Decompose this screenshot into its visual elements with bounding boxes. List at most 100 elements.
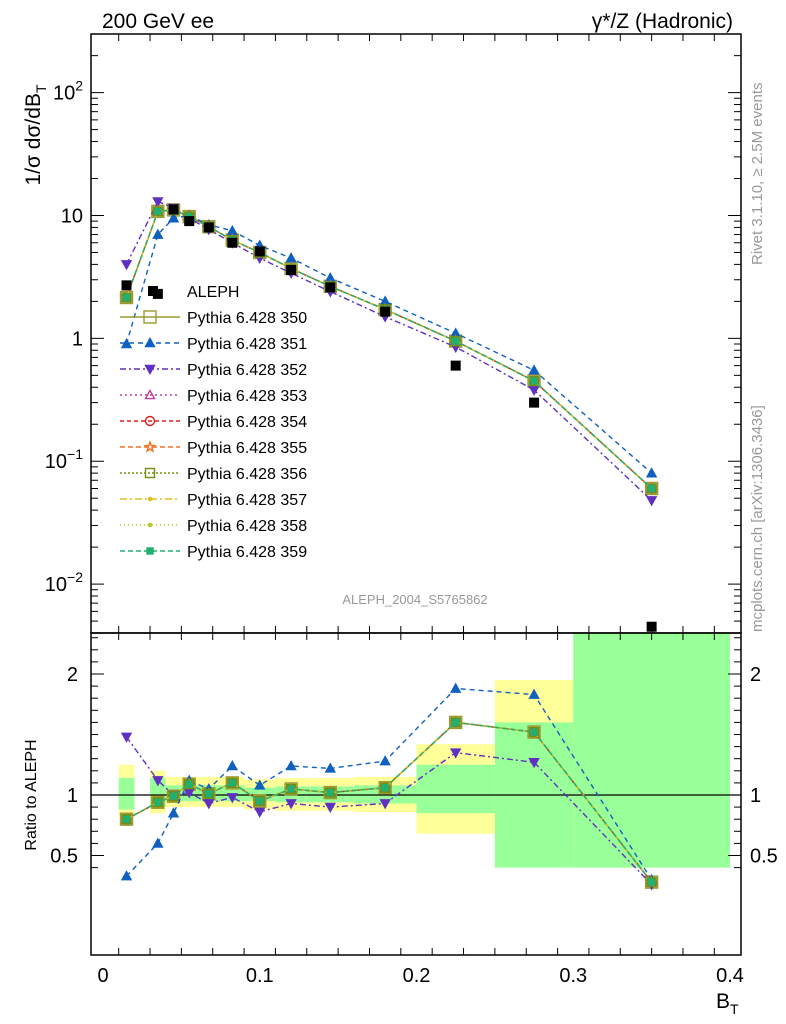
marker-shape [528,385,540,396]
marker-shape [646,876,657,888]
marker-shape [287,785,295,793]
ratio-point [169,792,178,800]
data-point [285,252,297,263]
marker-shape [120,732,133,743]
side-text-bottom: mcplots.cern.ch [arXiv:1306.3436] [749,405,766,632]
ratio-point [324,762,336,773]
legend-label: Pythia 6.428 358 [187,518,307,535]
legend-marker [144,337,156,348]
ratio-point [226,760,239,771]
ratio-y-tick-label-right: 1 [750,785,761,807]
marker-shape [647,484,656,493]
ratio-point [226,793,239,804]
analysis-watermark: ALEPH_2004_S5765862 [342,592,487,607]
ratio-point [168,791,179,802]
legend-entry-pythia-6.428-351: Pythia 6.428 351 [120,336,307,353]
marker-shape [144,364,156,375]
legend-marker [143,440,157,453]
marker-shape [152,197,164,208]
ratio-point [324,802,336,814]
marker-shape [168,791,179,802]
ratio-point [203,799,215,810]
main-y-tick-label: 10−1 [45,446,83,473]
ratio-point [120,732,133,743]
ratio-uncertainty-bands [118,633,730,868]
marker-shape [122,293,131,302]
marker-shape [530,377,538,385]
ratio-point [228,779,237,787]
ratio-point [254,779,266,790]
marker-shape [143,310,157,324]
ratio-y-axis-label: Ratio to ALEPH [23,739,40,850]
data-point [647,484,656,493]
tick-base: 10 [53,83,75,105]
marker-shape [645,496,658,507]
marker-shape [144,337,156,348]
main-panel-series [119,197,659,632]
marker-shape [530,728,538,736]
legend-label: Pythia 6.428 353 [187,388,307,405]
legend-entry-pythia-6.428-359: Pythia 6.428 359 [120,544,307,561]
legend-marker [144,467,156,479]
marker-shape [152,797,164,808]
marker-shape [449,748,462,759]
ratio-point [167,807,180,818]
marker-shape [205,790,213,798]
aleph-point [121,280,132,291]
marker-shape [144,389,156,400]
legend-entry-pythia-6.428-353: Pythia 6.428 353 [120,388,307,405]
legend: ALEPH Pythia 6.428 350 Pythia 6.428 351 Pyt… [120,284,307,561]
marker-shape [254,807,266,818]
ratio-point [203,788,215,799]
marker-shape [324,762,336,773]
marker-shape [285,760,297,771]
marker-shape [379,799,391,810]
ratio-point [120,870,133,881]
aleph-point [325,282,336,293]
x-tick-label: 0.4 [716,965,744,987]
marker-shape [326,788,334,797]
marker-shape [122,815,131,823]
x-axis-label: BT [716,990,739,1017]
marker-shape [226,760,239,771]
marker-shape [379,755,391,766]
marker-shape [120,870,133,881]
ratio-point [451,718,460,727]
ratio-point [647,878,656,886]
marker-shape [324,802,336,814]
legend-entry-pythia-6.428-356: Pythia 6.428 356 [120,466,307,483]
ratio-point [528,688,540,699]
legend-label: Pythia 6.428 356 [187,466,307,483]
aleph-point [450,360,461,371]
ratio-point [449,682,462,693]
data-point [154,207,162,216]
ratio-point [379,755,391,766]
marker-shape [120,260,133,271]
aleph-point [227,237,238,248]
data-point [120,260,133,271]
ratio-plot-area [91,682,741,891]
x-axis-label-text: B [716,990,730,1013]
ratio-point [285,799,297,810]
tick-base: 10 [45,451,67,473]
data-point [152,228,164,239]
legend-marker [144,364,156,375]
x-axis-label-sub: T [730,1001,739,1017]
marker-shape [528,758,540,769]
data-point [530,377,538,385]
marker-shape [285,252,297,263]
ratio-point [449,748,462,759]
marker-shape [152,837,164,848]
ratio-y-tick-label-right: 2 [750,664,761,686]
ratio-point [379,799,391,810]
legend-label: Pythia 6.428 355 [187,440,307,457]
x-tick-label: 0.1 [246,965,274,987]
legend-entry-aleph: ALEPH [148,284,239,301]
marker-shape [121,814,132,825]
legend-label: Pythia 6.428 351 [187,336,307,353]
legend-label: Pythia 6.428 352 [187,362,307,379]
ratio-point [185,780,193,788]
marker-shape [147,496,153,502]
marker-shape [228,779,237,787]
